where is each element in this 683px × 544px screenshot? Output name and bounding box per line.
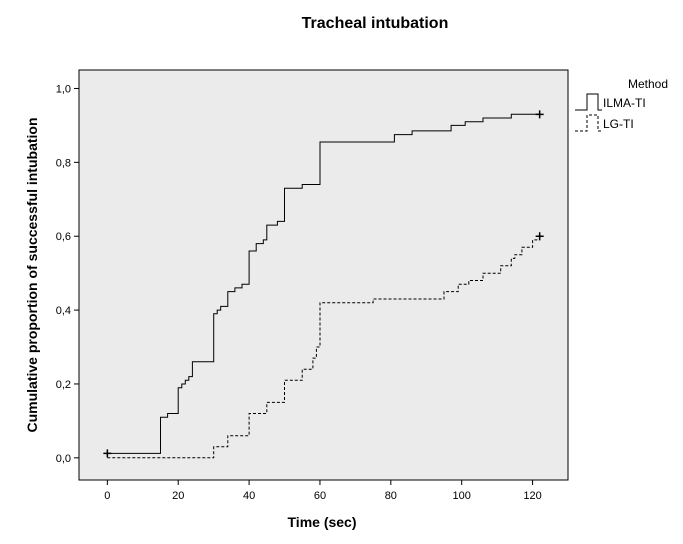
legend: Method ILMA-TI LG-TI	[575, 77, 668, 132]
legend-swatch-lg-ti	[575, 114, 602, 132]
legend-swatch-ilma-ti	[575, 93, 602, 111]
y-tick-label: 1,0	[56, 83, 71, 95]
y-tick-label: 0,4	[56, 305, 71, 317]
plot-area	[78, 69, 569, 481]
censor-mark-ilma-ti	[103, 449, 112, 458]
y-tick-label: 0,8	[56, 157, 71, 169]
y-tick-label: 0,6	[56, 231, 71, 243]
x-axis-label: Time (sec)	[288, 514, 357, 530]
legend-label-ilma-ti: ILMA-TI	[603, 96, 646, 110]
y-tick-label: 0,2	[56, 379, 71, 391]
x-tick-label: 100	[453, 490, 471, 502]
x-tick-label: 40	[243, 490, 255, 502]
legend-item-ilma-ti: ILMA-TI	[575, 93, 646, 111]
series-layer	[103, 110, 544, 459]
series-line-lg-ti	[107, 236, 541, 459]
y-tick-label: 0,0	[56, 453, 71, 465]
legend-title: Method	[628, 77, 668, 91]
censor-mark-lg-ti	[535, 232, 544, 241]
y-axis: 0,0 0,2 0,4 0,6 0,8 1,0	[56, 83, 79, 465]
y-axis-label: Cumulative proportion of successful intu…	[24, 117, 40, 432]
x-tick-label: 0	[104, 490, 110, 502]
series-line-ilma-ti	[107, 113, 540, 454]
x-tick-label: 120	[523, 490, 541, 502]
x-tick-label: 80	[385, 490, 397, 502]
legend-item-lg-ti: LG-TI	[575, 114, 634, 132]
chart-title: Tracheal intubation	[302, 15, 449, 32]
censor-mark-ilma-ti	[535, 110, 544, 119]
x-axis: 0 20 40 60 80 100 120	[104, 480, 542, 502]
x-tick-label: 60	[314, 490, 326, 502]
x-tick-label: 20	[172, 490, 184, 502]
legend-label-lg-ti: LG-TI	[603, 117, 634, 131]
